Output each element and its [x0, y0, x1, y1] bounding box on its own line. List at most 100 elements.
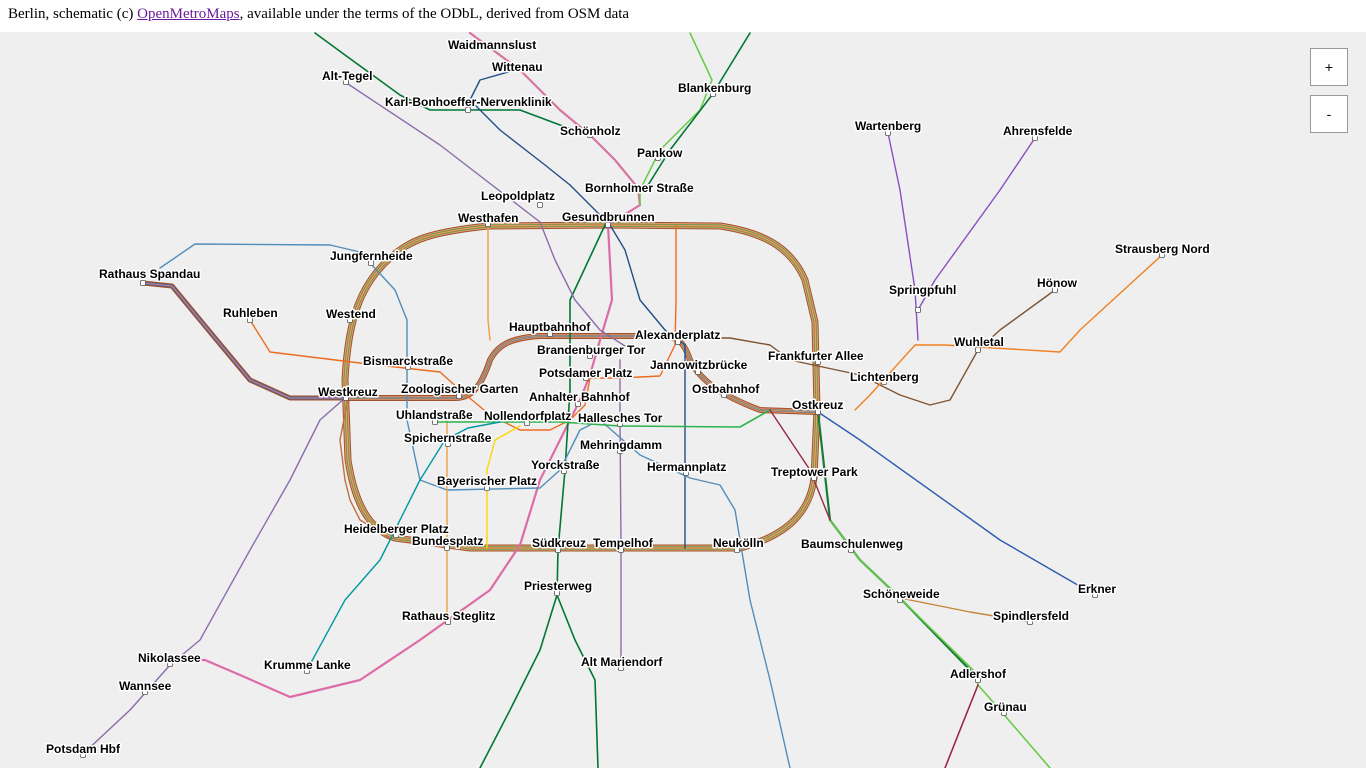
station-label[interactable]: Wittenau — [491, 59, 545, 76]
station-stop-4[interactable] — [465, 107, 471, 113]
station-stop-8[interactable] — [655, 155, 661, 161]
station-stop-38[interactable] — [617, 448, 623, 454]
station-label[interactable]: Rathaus Spandau — [98, 266, 202, 283]
station-label[interactable]: Wannsee — [118, 678, 174, 695]
station-stop-32[interactable] — [575, 401, 581, 407]
station-label[interactable]: Wuhletal — [953, 334, 1006, 351]
station-stop-17[interactable] — [915, 307, 921, 313]
station-label[interactable]: Karl-Bonhoeffer-Nervenklinik — [384, 94, 554, 111]
station-label[interactable]: Hauptbahnhof — [508, 319, 593, 336]
station-stop-18[interactable] — [247, 317, 253, 323]
station-stop-2[interactable] — [343, 79, 349, 85]
station-stop-36[interactable] — [617, 421, 623, 427]
station-label[interactable]: Ostbahnhof — [691, 381, 762, 398]
station-label[interactable]: Grünau — [983, 699, 1029, 716]
station-label[interactable]: Hermannplatz — [646, 459, 728, 476]
station-label[interactable]: Ruhleben — [222, 305, 280, 322]
station-label[interactable]: Spichernstraße — [403, 430, 494, 447]
station-label[interactable]: Jannowitzbrücke — [649, 357, 750, 374]
station-stop-16[interactable] — [1052, 287, 1058, 293]
station-stop-25[interactable] — [405, 364, 411, 370]
station-label[interactable]: Gesundbrunnen — [561, 209, 657, 226]
station-label[interactable]: Adlershof — [949, 666, 1009, 683]
station-label[interactable]: Yorckstraße — [530, 457, 602, 474]
station-label[interactable]: Uhlandstraße — [395, 407, 475, 424]
station-label[interactable]: Ostkreuz — [791, 397, 845, 414]
station-stop-29[interactable] — [456, 393, 462, 399]
station-label[interactable]: Alt-Tegel — [321, 68, 374, 85]
station-label[interactable]: Westhafen — [457, 210, 520, 227]
zoom-out-button[interactable]: - — [1310, 95, 1348, 133]
station-stop-56[interactable] — [304, 668, 310, 674]
station-stop-58[interactable] — [142, 689, 148, 695]
station-label[interactable]: Mehringdamm — [579, 437, 664, 454]
station-label[interactable]: Anhalter Bahnhof — [528, 389, 633, 406]
station-stop-7[interactable] — [1032, 135, 1038, 141]
station-stop-15[interactable] — [140, 280, 146, 286]
station-stop-47[interactable] — [734, 547, 740, 553]
station-stop-34[interactable] — [432, 419, 438, 425]
station-stop-50[interactable] — [554, 590, 560, 596]
station-stop-52[interactable] — [445, 619, 451, 625]
station-label[interactable]: Wartenberg — [854, 118, 923, 135]
station-stop-14[interactable] — [368, 260, 374, 266]
station-stop-23[interactable] — [587, 353, 593, 359]
station-label[interactable]: Schöneweide — [862, 586, 942, 603]
station-label[interactable]: Heidelberger Platz — [343, 521, 451, 538]
station-stop-20[interactable] — [547, 331, 553, 337]
station-label[interactable]: Hönow — [1036, 275, 1080, 292]
station-stop-46[interactable] — [618, 547, 624, 553]
station-stop-51[interactable] — [897, 597, 903, 603]
station-label[interactable]: Hallesches Tor — [577, 410, 665, 427]
station-stop-0[interactable] — [514, 64, 520, 70]
openmetromaps-link[interactable]: OpenMetroMaps — [137, 6, 240, 22]
station-stop-59[interactable] — [1001, 710, 1007, 716]
station-stop-30[interactable] — [343, 395, 349, 401]
station-stop-5[interactable] — [587, 132, 593, 138]
station-stop-57[interactable] — [975, 677, 981, 683]
station-label[interactable]: Nollendorfplatz — [483, 408, 573, 425]
metro-map-canvas[interactable]: Waidmannslust Wittenau Alt-Tegel Blankenbur… — [0, 32, 1366, 768]
station-stop-27[interactable] — [583, 375, 589, 381]
station-label[interactable]: Jungfernheide — [329, 248, 415, 265]
station-stop-1[interactable] — [490, 42, 496, 48]
station-stop-37[interactable] — [445, 441, 451, 447]
station-stop-28[interactable] — [881, 379, 887, 385]
station-label[interactable]: Westend — [325, 306, 378, 323]
station-label[interactable]: Spindlersfeld — [992, 608, 1071, 625]
station-stop-60[interactable] — [80, 752, 86, 758]
station-label[interactable]: Strausberg Nord — [1114, 241, 1212, 258]
station-stop-43[interactable] — [393, 532, 399, 538]
station-label[interactable]: Rathaus Steglitz — [401, 608, 497, 625]
station-label[interactable]: Bismarckstraße — [362, 353, 455, 370]
station-label[interactable]: Südkreuz — [531, 535, 588, 552]
station-label[interactable]: Lichtenberg — [849, 369, 921, 386]
station-stop-22[interactable] — [975, 347, 981, 353]
station-stop-39[interactable] — [561, 468, 567, 474]
station-label[interactable]: Krumme Lanke — [263, 657, 353, 674]
station-label[interactable]: Erkner — [1077, 581, 1118, 598]
station-stop-49[interactable] — [1092, 592, 1098, 598]
station-label[interactable]: Westkreuz — [317, 384, 380, 401]
station-stop-19[interactable] — [347, 317, 353, 323]
station-label[interactable]: Leopoldplatz — [480, 188, 557, 205]
station-stop-41[interactable] — [811, 475, 817, 481]
station-label[interactable]: Alt Mariendorf — [580, 654, 665, 671]
station-stop-55[interactable] — [167, 661, 173, 667]
station-stop-10[interactable] — [537, 202, 543, 208]
station-stop-13[interactable] — [1159, 252, 1165, 258]
station-stop-54[interactable] — [618, 665, 624, 671]
station-label[interactable]: Bundesplatz — [411, 533, 485, 550]
station-stop-9[interactable] — [635, 187, 641, 193]
station-label[interactable]: Springpfuhl — [888, 282, 958, 299]
station-label[interactable]: Bornholmer Straße — [584, 180, 696, 197]
station-stop-31[interactable] — [721, 392, 727, 398]
station-stop-35[interactable] — [524, 420, 530, 426]
station-label[interactable]: Nikolassee — [137, 650, 203, 667]
station-stop-21[interactable] — [675, 339, 681, 345]
station-label[interactable]: Potsdam Hbf — [45, 741, 123, 758]
station-label[interactable]: Frankfurter Allee — [767, 348, 866, 365]
station-label[interactable]: Baumschulenweg — [800, 536, 905, 553]
station-stop-45[interactable] — [555, 547, 561, 553]
station-stop-42[interactable] — [484, 485, 490, 491]
